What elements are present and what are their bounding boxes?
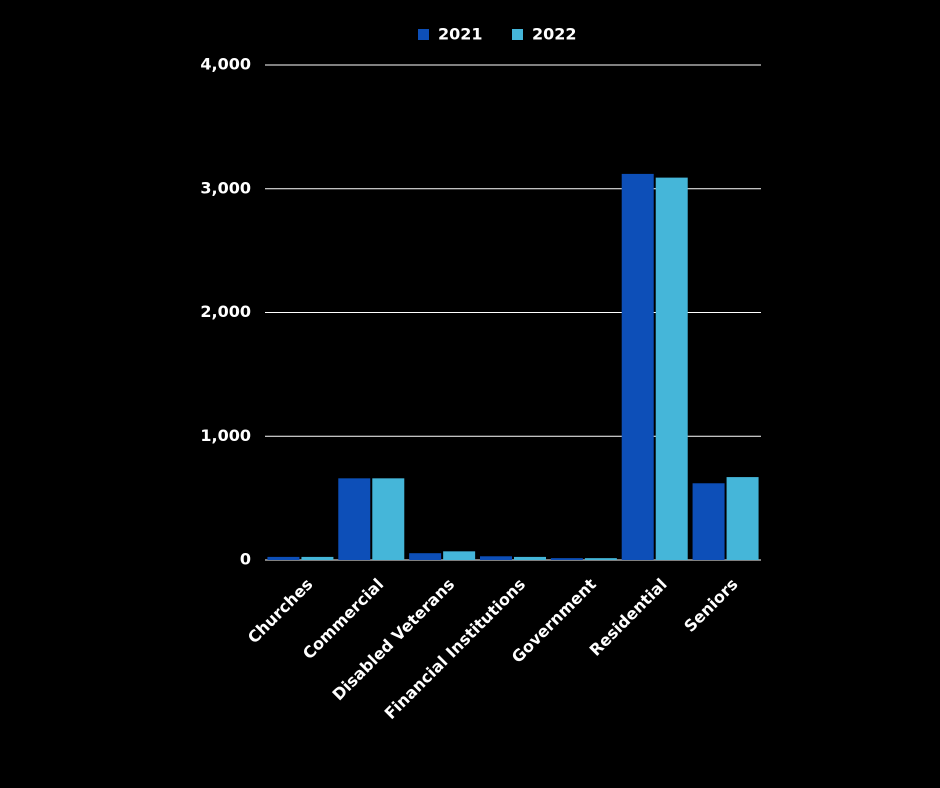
bar (726, 477, 759, 560)
legend-swatch (418, 29, 429, 40)
legend-label: 2022 (532, 25, 577, 44)
bar (409, 553, 442, 560)
bar (338, 478, 371, 560)
y-tick-label: 1,000 (200, 426, 251, 445)
y-tick-label: 0 (240, 550, 251, 569)
x-tick-label: Seniors (680, 575, 741, 636)
bar (584, 558, 617, 560)
x-tick-label: Financial Institutions (381, 575, 529, 723)
y-tick-label: 2,000 (200, 302, 251, 321)
bar (443, 551, 476, 560)
bar (621, 173, 654, 560)
bar (267, 556, 300, 560)
bar (550, 558, 583, 560)
x-tick-label: Disabled Veterans (328, 575, 458, 705)
y-tick-label: 4,000 (200, 55, 251, 74)
legend-label: 2021 (438, 25, 483, 44)
bar (372, 478, 405, 560)
bar (301, 556, 334, 560)
bar (655, 177, 688, 561)
x-tick-label: Churches (244, 575, 317, 648)
bar (692, 483, 725, 560)
legend-swatch (512, 29, 523, 40)
bar (480, 556, 512, 560)
bar (514, 556, 546, 560)
y-tick-label: 3,000 (200, 178, 251, 197)
